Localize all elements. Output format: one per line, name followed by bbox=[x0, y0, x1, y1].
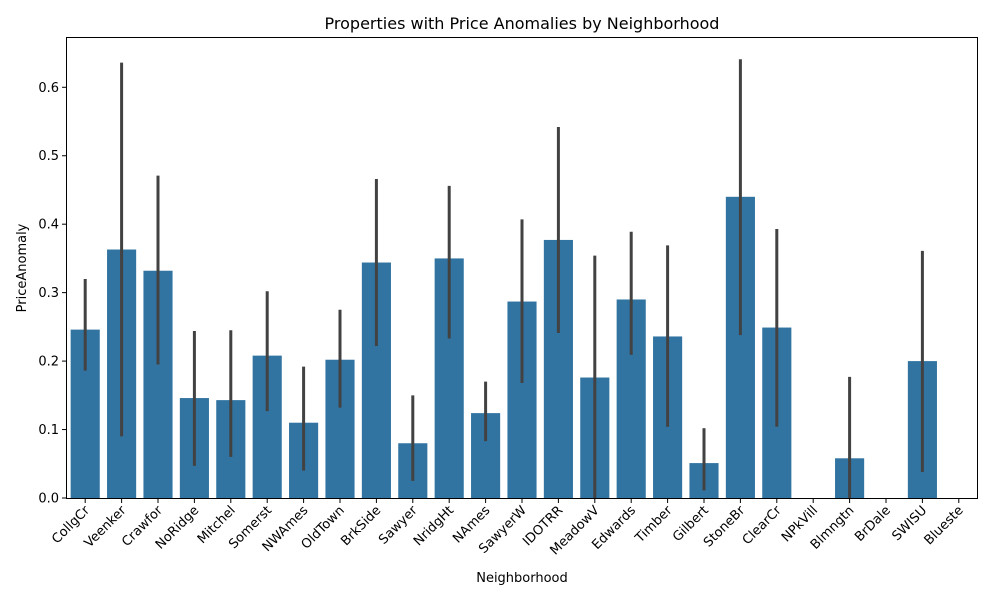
bars-group bbox=[70, 196, 937, 499]
chart-title: Properties with Price Anomalies by Neigh… bbox=[325, 14, 720, 33]
y-tick-label: 0.4 bbox=[38, 218, 59, 233]
y-axis-label: PriceAnomaly bbox=[15, 223, 30, 312]
x-axis: CollgCrVeenkerCrawforNoRidgeMitchelSomer… bbox=[49, 498, 967, 558]
x-tick-label: NridgHt bbox=[411, 503, 457, 549]
x-axis-label: Neighborhood bbox=[476, 571, 568, 586]
y-tick-label: 0.3 bbox=[38, 286, 59, 301]
x-tick-label: Blueste bbox=[922, 503, 967, 548]
y-tick-label: 0.0 bbox=[38, 492, 59, 507]
y-tick-label: 0.1 bbox=[38, 423, 59, 438]
plot-frame bbox=[66, 37, 978, 499]
x-tick-label: BrkSide bbox=[338, 503, 384, 549]
y-tick-label: 0.6 bbox=[38, 81, 59, 96]
x-tick-label: ClearCr bbox=[740, 503, 785, 548]
error-bars-group bbox=[83, 59, 924, 498]
x-tick-label: Timber bbox=[632, 503, 676, 547]
x-tick-label: BrDale bbox=[852, 503, 894, 545]
x-tick-label: StoneBr bbox=[701, 503, 749, 551]
y-tick-label: 0.2 bbox=[38, 355, 59, 370]
y-axis: 0.0 0.1 0.2 0.3 0.4 0.5 0.6 bbox=[38, 81, 67, 507]
y-tick-label: 0.5 bbox=[38, 149, 59, 164]
